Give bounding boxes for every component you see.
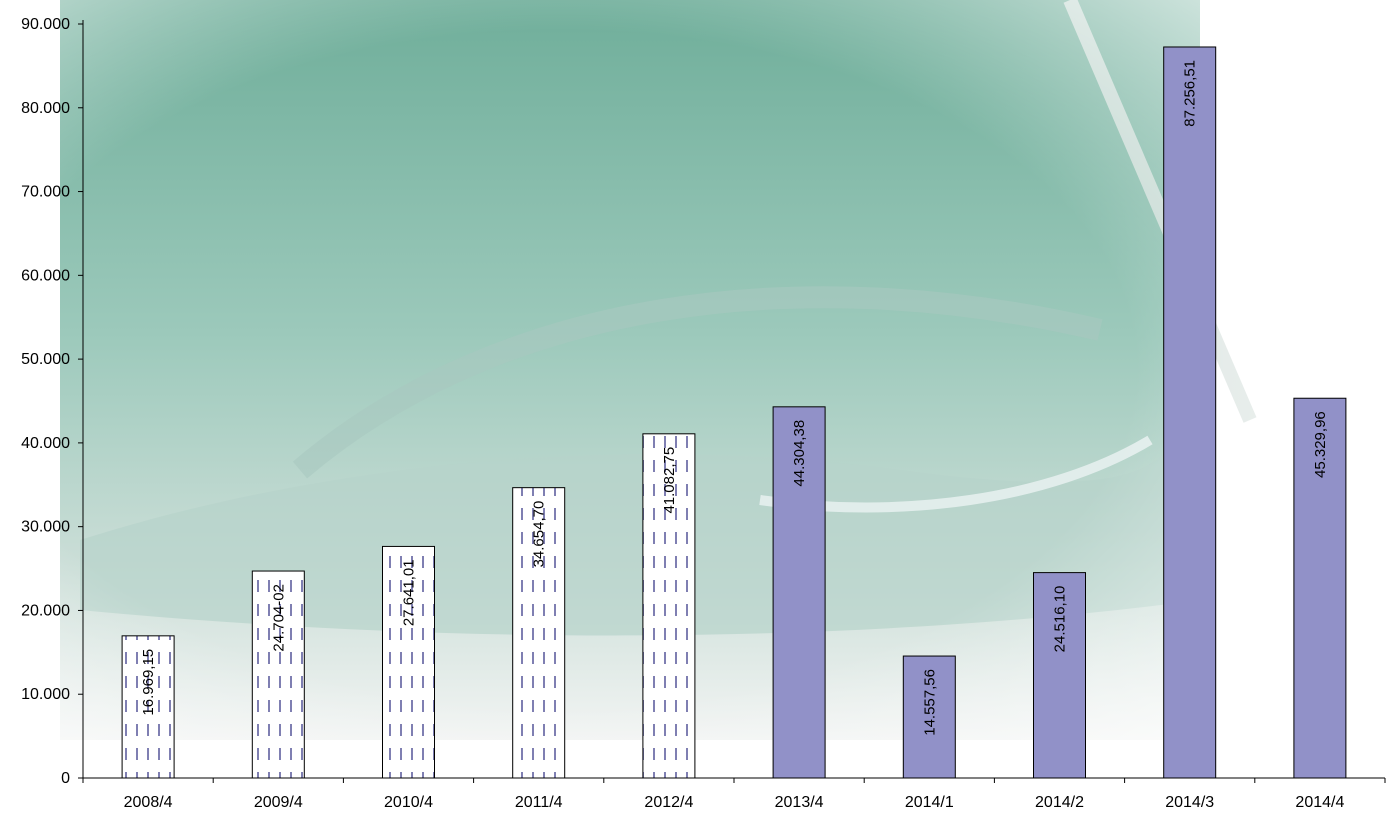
y-tick-label: 10.000: [21, 686, 70, 703]
data-label: 24.704-02: [270, 584, 287, 652]
bar-2012-4: [642, 433, 696, 779]
x-tick-label: 2010/4: [384, 794, 433, 811]
y-tick-label: 50.000: [21, 351, 70, 368]
y-tick-label: 90.000: [21, 16, 70, 33]
y-tick-label: 80.000: [21, 100, 70, 117]
x-tick-label: 2014/3: [1165, 794, 1214, 811]
bar-2014-2: [1033, 572, 1086, 779]
y-tick-label: 0: [61, 770, 70, 787]
bar-2014-3: [1163, 46, 1217, 779]
x-tick-label: 2014/2: [1035, 794, 1084, 811]
data-label: 41.082,75: [661, 447, 678, 514]
axes: 0 10.000 20.000 30.000 40.000 50.000 60.000 70.…: [21, 16, 1386, 787]
data-label: 14.557,56: [921, 669, 938, 736]
y-tick-label: 30.000: [21, 519, 70, 536]
data-label: 24.516,10: [1052, 586, 1069, 653]
bars: [121, 46, 1347, 779]
y-tick-label: 70.000: [21, 184, 70, 201]
x-tick-label: 2014/1: [905, 794, 954, 811]
y-tick-label: 40.000: [21, 435, 70, 452]
labels: 2008/4 16.969,15 2009/4 24.704-02 2010/4 27.6…: [124, 60, 1345, 811]
data-label: 87.256,51: [1182, 60, 1199, 127]
x-tick-label: 2012/4: [644, 794, 693, 811]
x-tick-label: 2013/4: [775, 794, 824, 811]
data-label: 27.641,01: [401, 559, 418, 626]
x-tick-label: 2009/4: [254, 794, 303, 811]
bar-2009-4: [251, 570, 305, 779]
bar-2013-4: [772, 406, 826, 779]
x-tick-label: 2011/4: [515, 794, 563, 811]
y-tick-label: 20.000: [21, 602, 70, 619]
bar-2010-4: [382, 545, 435, 779]
bar-2014-4: [1293, 397, 1347, 779]
data-label: 44.304,38: [791, 420, 808, 487]
bar-2011-4: [512, 487, 566, 779]
x-tick-label: 2008/4: [124, 794, 173, 811]
bar-2008-4: [121, 635, 175, 779]
bar-2014-1: [902, 655, 956, 779]
data-label: 16.969,15: [140, 649, 157, 716]
data-label: 45.329,96: [1312, 411, 1329, 478]
x-tick-label: 2014/4: [1295, 794, 1344, 811]
data-label: 34.654,70: [531, 501, 548, 568]
y-tick-label: 60.000: [21, 267, 70, 284]
